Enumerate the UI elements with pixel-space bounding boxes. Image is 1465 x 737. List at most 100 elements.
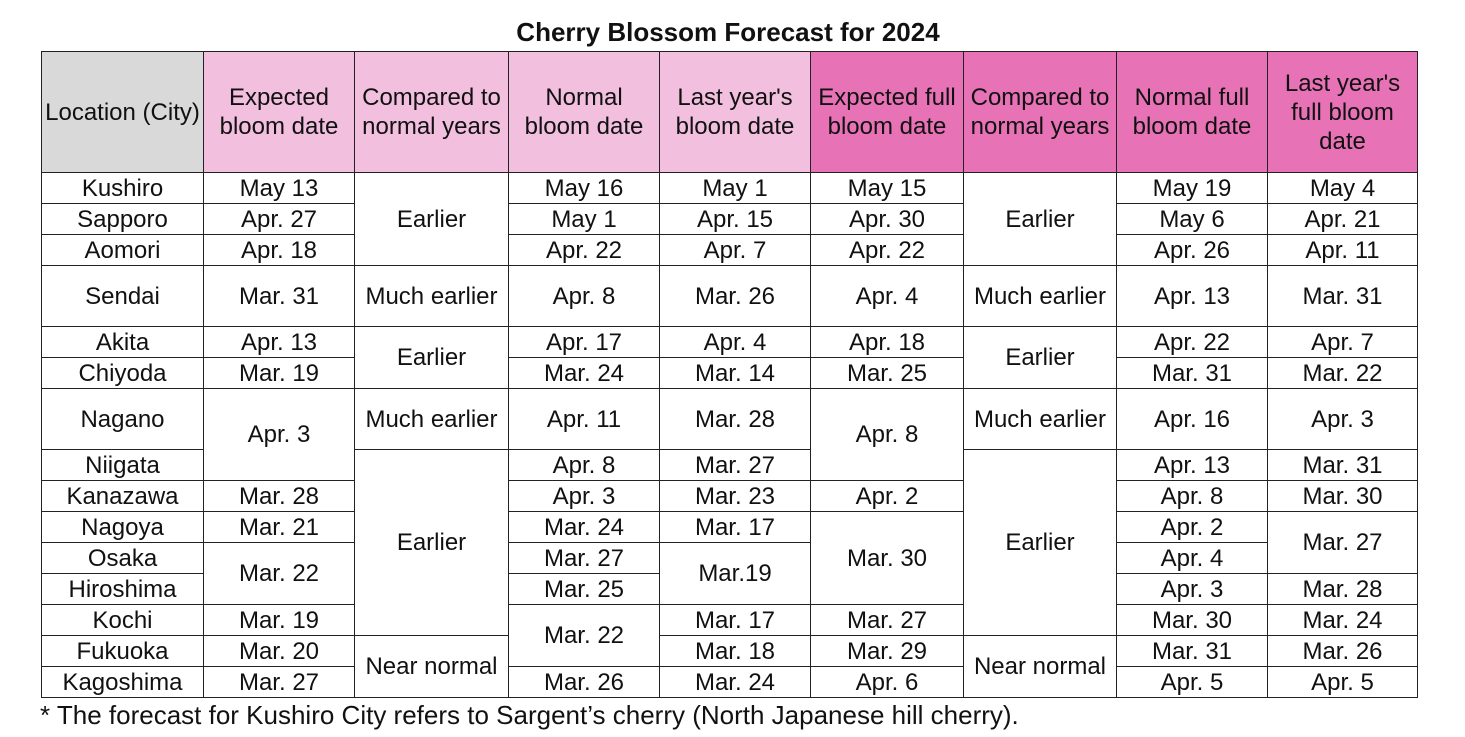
normal-full-bloom-cell: May 19 bbox=[1116, 172, 1268, 204]
table-row: Fukuoka Mar. 20 Near normal Mar. 18 Mar.… bbox=[41, 635, 1418, 698]
table-row: Akita Apr. 13 Earlier Apr. 17 Apr. 4 Apr… bbox=[41, 326, 1418, 389]
expected-full-bloom-cell: Mar. 25 bbox=[810, 357, 964, 389]
last-year-full-bloom-cell: Apr. 11 bbox=[1267, 234, 1418, 266]
expected-bloom-cell: Mar. 21 bbox=[203, 511, 355, 543]
normal-bloom-cell: Apr. 8 bbox=[508, 265, 660, 327]
expected-full-bloom-cell: Apr. 18 bbox=[810, 326, 964, 358]
expected-bloom-cell: Mar. 22 bbox=[203, 542, 355, 605]
normal-full-bloom-cell: Mar. 30 bbox=[1116, 604, 1268, 636]
last-year-full-bloom-cell: Apr. 3 bbox=[1267, 388, 1418, 450]
last-year-full-bloom-cell: Apr. 21 bbox=[1267, 203, 1418, 235]
expected-bloom-cell: Apr. 27 bbox=[203, 203, 355, 235]
last-year-full-bloom-cell: Mar. 28 bbox=[1267, 573, 1418, 605]
table-row: Nagoya Mar. 21 Mar. 24 Mar. 17 Mar. 30 A… bbox=[41, 511, 1418, 605]
header-normal-full-bloom: Normal full bloom date bbox=[1116, 51, 1268, 173]
normal-full-bloom-cell: Mar. 31 bbox=[1116, 635, 1268, 667]
last-year-full-bloom-cell: Mar. 30 bbox=[1267, 480, 1418, 512]
full-bloom-compared-cell: Near normal bbox=[963, 635, 1117, 698]
expected-full-bloom-cell: Mar. 27 bbox=[810, 604, 964, 636]
city-cell: Nagano bbox=[41, 388, 204, 450]
table-row: Kagoshima Mar. 27 Mar. 26 Mar. 24 Apr. 6… bbox=[41, 666, 1418, 698]
normal-bloom-cell: Apr. 11 bbox=[508, 388, 660, 450]
normal-full-bloom-cell: Apr. 8 bbox=[1116, 480, 1268, 512]
last-year-bloom-cell: Apr. 15 bbox=[659, 203, 811, 235]
last-year-bloom-cell: May 1 bbox=[659, 172, 811, 204]
city-cell: Akita bbox=[41, 326, 204, 358]
normal-full-bloom-cell: Apr. 22 bbox=[1116, 326, 1268, 358]
normal-bloom-cell: Mar. 25 bbox=[508, 573, 660, 605]
expected-full-bloom-cell: Apr. 6 bbox=[810, 666, 964, 698]
city-cell: Fukuoka bbox=[41, 635, 204, 667]
header-location: Location (City) bbox=[41, 51, 204, 173]
expected-bloom-cell: Apr. 3 bbox=[203, 388, 355, 481]
bloom-compared-cell: Earlier bbox=[354, 449, 509, 636]
last-year-bloom-cell: Mar.19 bbox=[659, 542, 811, 605]
table-row: Osaka Mar. 22 Mar. 27 Mar.19 Apr. 4 bbox=[41, 542, 1418, 605]
last-year-full-bloom-cell: Mar. 31 bbox=[1267, 265, 1418, 327]
last-year-bloom-cell: Mar. 23 bbox=[659, 480, 811, 512]
table-row: Kochi Mar. 19 Mar. 22 Mar. 17 Mar. 27 Ma… bbox=[41, 604, 1418, 667]
normal-bloom-cell: Mar. 27 bbox=[508, 542, 660, 574]
normal-bloom-cell: Mar. 22 bbox=[508, 604, 660, 667]
expected-full-bloom-cell: Apr. 4 bbox=[810, 265, 964, 327]
expected-full-bloom-cell: Apr. 2 bbox=[810, 480, 964, 512]
normal-full-bloom-cell: Apr. 13 bbox=[1116, 265, 1268, 327]
last-year-full-bloom-cell: Mar. 27 bbox=[1267, 511, 1418, 574]
expected-bloom-cell: Mar. 31 bbox=[203, 265, 355, 327]
last-year-full-bloom-cell: Apr. 7 bbox=[1267, 326, 1418, 358]
last-year-bloom-cell: Mar. 14 bbox=[659, 357, 811, 389]
expected-full-bloom-cell: Mar. 30 bbox=[810, 511, 964, 605]
city-cell: Kagoshima bbox=[41, 666, 204, 698]
last-year-bloom-cell: Mar. 24 bbox=[659, 666, 811, 698]
normal-bloom-cell: Apr. 8 bbox=[508, 449, 660, 481]
last-year-full-bloom-cell: May 4 bbox=[1267, 172, 1418, 204]
full-bloom-compared-cell: Much earlier bbox=[963, 265, 1117, 327]
header-expected-full-bloom: Expected full bloom date bbox=[810, 51, 964, 173]
header-last-year-bloom: Last year's bloom date bbox=[659, 51, 811, 173]
expected-bloom-cell: Apr. 18 bbox=[203, 234, 355, 266]
last-year-bloom-cell: Mar. 28 bbox=[659, 388, 811, 450]
normal-bloom-cell: Apr. 3 bbox=[508, 480, 660, 512]
normal-full-bloom-cell: Apr. 16 bbox=[1116, 388, 1268, 450]
city-cell: Chiyoda bbox=[41, 357, 204, 389]
expected-full-bloom-cell: May 15 bbox=[810, 172, 964, 204]
header-last-year-full-bloom: Last year's full bloom date bbox=[1267, 51, 1418, 173]
header-bloom-compared: Compared to normal years bbox=[354, 51, 509, 173]
last-year-bloom-cell: Apr. 7 bbox=[659, 234, 811, 266]
normal-bloom-cell: Apr. 17 bbox=[508, 326, 660, 358]
city-cell: Kochi bbox=[41, 604, 204, 636]
header-full-bloom-compared: Compared to normal years bbox=[963, 51, 1117, 173]
bloom-compared-cell: Much earlier bbox=[354, 388, 509, 450]
header-row: Location (City) Expected bloom date Comp… bbox=[41, 51, 1418, 173]
city-cell: Kanazawa bbox=[41, 480, 204, 512]
last-year-bloom-cell: Mar. 27 bbox=[659, 449, 811, 481]
table-row: Sendai Mar. 31 Much earlier Apr. 8 Mar. … bbox=[41, 265, 1418, 327]
header-normal-bloom: Normal bloom date bbox=[508, 51, 660, 173]
table-row: Nagano Apr. 3 Much earlier Apr. 11 Mar. … bbox=[41, 388, 1418, 481]
expected-bloom-cell: May 13 bbox=[203, 172, 355, 204]
normal-bloom-cell: Apr. 22 bbox=[508, 234, 660, 266]
city-cell: Osaka bbox=[41, 542, 204, 574]
full-bloom-compared-cell: Earlier bbox=[963, 326, 1117, 389]
normal-full-bloom-cell: May 6 bbox=[1116, 203, 1268, 235]
header-expected-bloom: Expected bloom date bbox=[203, 51, 355, 173]
bloom-compared-cell: Earlier bbox=[354, 326, 509, 389]
full-bloom-compared-cell: Much earlier bbox=[963, 388, 1117, 450]
city-cell: Hiroshima bbox=[41, 573, 204, 605]
last-year-bloom-cell: Apr. 4 bbox=[659, 326, 811, 358]
city-cell: Sendai bbox=[41, 265, 204, 327]
normal-bloom-cell: Mar. 24 bbox=[508, 357, 660, 389]
last-year-full-bloom-cell: Mar. 31 bbox=[1267, 449, 1418, 481]
expected-bloom-cell: Mar. 20 bbox=[203, 635, 355, 667]
expected-full-bloom-cell: Apr. 22 bbox=[810, 234, 964, 266]
normal-full-bloom-cell: Apr. 4 bbox=[1116, 542, 1268, 574]
city-cell: Sapporo bbox=[41, 203, 204, 235]
footnote: * The forecast for Kushiro City refers t… bbox=[40, 700, 1019, 730]
expected-bloom-cell: Apr. 13 bbox=[203, 326, 355, 358]
normal-full-bloom-cell: Apr. 13 bbox=[1116, 449, 1268, 481]
table-row: Kushiro May 13 Earlier May 16 May 1 May … bbox=[41, 172, 1418, 266]
expected-bloom-cell: Mar. 27 bbox=[203, 666, 355, 698]
full-bloom-compared-cell: Earlier bbox=[963, 449, 1117, 636]
expected-full-bloom-cell: Mar. 29 bbox=[810, 635, 964, 667]
table-row: Kanazawa Mar. 28 Apr. 3 Mar. 23 Apr. 2 A… bbox=[41, 480, 1418, 512]
